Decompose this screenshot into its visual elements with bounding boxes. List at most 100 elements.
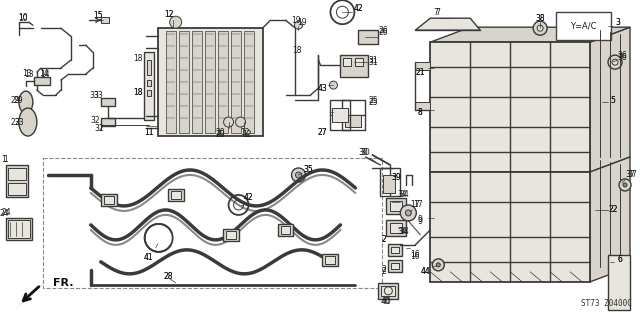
Bar <box>8 168 26 180</box>
Text: 1: 1 <box>1 156 6 165</box>
Text: 44: 44 <box>420 267 430 276</box>
Circle shape <box>223 117 234 127</box>
Polygon shape <box>590 27 630 172</box>
Text: 11: 11 <box>144 127 154 137</box>
Bar <box>390 201 403 211</box>
Bar <box>6 218 32 240</box>
Circle shape <box>537 25 543 31</box>
Text: 12: 12 <box>242 130 252 139</box>
Text: 31: 31 <box>369 56 378 65</box>
Bar <box>323 254 339 266</box>
Text: 16: 16 <box>410 252 420 261</box>
Text: 36: 36 <box>617 53 627 61</box>
Text: 25: 25 <box>369 96 378 105</box>
Text: 12: 12 <box>164 10 173 19</box>
Circle shape <box>619 179 631 191</box>
Text: 44: 44 <box>420 267 430 276</box>
Text: 8: 8 <box>418 107 422 117</box>
Circle shape <box>432 259 444 271</box>
Bar <box>225 231 236 239</box>
Text: 1: 1 <box>4 156 8 165</box>
Text: 3: 3 <box>616 18 620 27</box>
Text: 29: 29 <box>13 96 22 105</box>
Circle shape <box>405 210 412 216</box>
Bar <box>191 31 202 133</box>
Bar <box>378 283 398 299</box>
Bar <box>157 28 262 136</box>
Text: 19: 19 <box>292 16 301 25</box>
Bar <box>330 100 351 130</box>
Text: 35: 35 <box>303 165 314 174</box>
Text: 2: 2 <box>382 267 387 276</box>
Bar <box>358 30 378 44</box>
Bar <box>556 12 611 40</box>
Text: 10: 10 <box>18 13 28 22</box>
Text: 42: 42 <box>244 193 253 203</box>
Text: 33: 33 <box>94 91 104 100</box>
Bar <box>608 255 630 310</box>
Bar <box>166 31 175 133</box>
Text: 7: 7 <box>433 8 438 17</box>
Bar <box>205 31 214 133</box>
Text: 6: 6 <box>618 256 623 264</box>
Text: 2: 2 <box>382 236 387 244</box>
Text: 9: 9 <box>418 216 423 224</box>
Text: 17: 17 <box>413 200 423 210</box>
Bar <box>381 286 396 296</box>
Text: 31: 31 <box>369 58 378 67</box>
Text: 40: 40 <box>381 297 391 306</box>
Text: 13: 13 <box>24 70 34 79</box>
Text: 21: 21 <box>415 68 425 77</box>
Text: 27: 27 <box>317 127 327 137</box>
Circle shape <box>608 55 622 69</box>
Text: 5: 5 <box>611 96 616 105</box>
Circle shape <box>296 172 301 178</box>
Text: 15: 15 <box>93 11 102 20</box>
Bar <box>391 247 399 253</box>
Text: 43: 43 <box>317 84 327 93</box>
Text: 2: 2 <box>382 236 387 244</box>
Bar <box>104 196 114 204</box>
Bar <box>179 31 189 133</box>
Bar <box>168 189 184 201</box>
Polygon shape <box>590 157 630 282</box>
Bar <box>6 165 28 197</box>
Polygon shape <box>415 18 480 30</box>
Text: 32: 32 <box>94 124 104 133</box>
Text: 26: 26 <box>378 26 388 35</box>
Text: 41: 41 <box>144 253 154 262</box>
Text: ST73 Z0400C: ST73 Z0400C <box>581 299 632 308</box>
Bar <box>415 102 430 110</box>
Bar <box>387 198 406 214</box>
Text: 39: 39 <box>392 173 401 183</box>
Text: 32: 32 <box>90 116 100 125</box>
Bar <box>100 98 115 106</box>
Bar <box>344 58 351 66</box>
Bar <box>280 226 291 234</box>
Text: 22: 22 <box>608 205 618 214</box>
Bar <box>43 158 382 288</box>
Text: 39: 39 <box>392 173 401 183</box>
Circle shape <box>330 81 337 89</box>
Text: 19: 19 <box>298 18 307 27</box>
Circle shape <box>533 21 547 35</box>
Text: 27: 27 <box>317 127 327 137</box>
Text: 42: 42 <box>353 4 364 13</box>
Text: 36: 36 <box>617 51 627 60</box>
Text: 17: 17 <box>410 200 420 210</box>
Text: 2: 2 <box>382 265 387 274</box>
Text: 14: 14 <box>40 70 50 79</box>
Bar <box>147 90 150 96</box>
Bar <box>147 80 150 86</box>
Circle shape <box>436 263 440 267</box>
Ellipse shape <box>19 91 33 113</box>
Text: 16: 16 <box>410 250 420 259</box>
Circle shape <box>291 168 305 182</box>
Text: 18: 18 <box>133 87 143 97</box>
Bar <box>387 220 406 236</box>
Bar <box>390 223 403 233</box>
Text: Y=A/C: Y=A/C <box>570 22 596 31</box>
Circle shape <box>612 59 618 65</box>
Bar <box>415 62 430 70</box>
Text: 8: 8 <box>418 107 422 117</box>
